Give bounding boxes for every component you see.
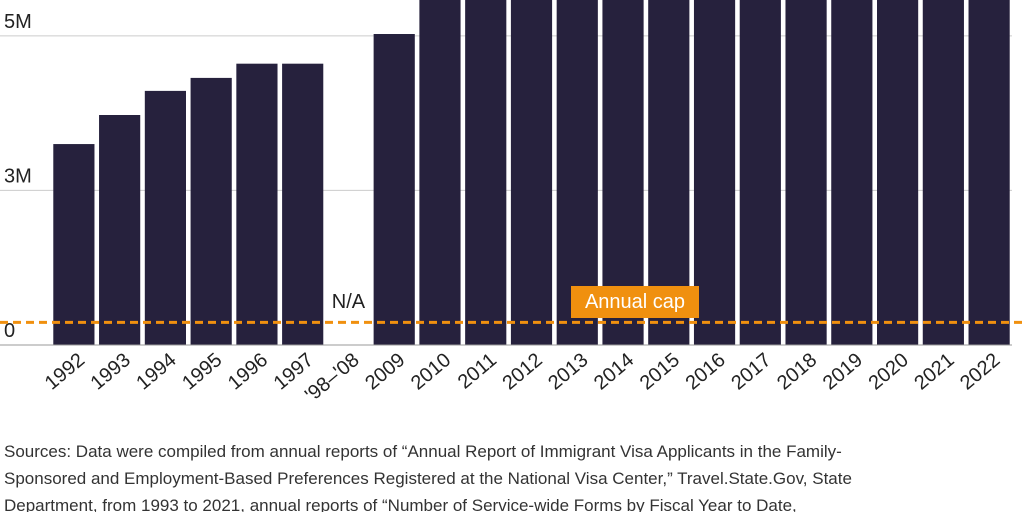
- bar: [99, 115, 141, 345]
- x-tick-label: 1992: [41, 349, 89, 394]
- x-tick-label: 1993: [87, 349, 135, 394]
- x-tick-label: 2021: [910, 349, 958, 394]
- x-tick-label: 1995: [178, 349, 226, 394]
- bar: [53, 144, 95, 345]
- x-tick-label: 2022: [956, 349, 1004, 394]
- cap-label: Annual cap: [585, 291, 685, 313]
- bar: [693, 0, 736, 345]
- y-tick-label: 5M: [4, 11, 32, 33]
- x-tick-label: 2010: [407, 349, 455, 394]
- y-tick-label: 0: [4, 320, 15, 342]
- bar: [144, 90, 186, 345]
- bar: [190, 77, 232, 345]
- bar: [373, 34, 415, 346]
- x-tick-label: 2009: [361, 349, 409, 394]
- x-tick-label: 2016: [682, 349, 730, 394]
- x-tick-label: 1994: [132, 349, 180, 394]
- x-tick-label: 2020: [865, 349, 913, 394]
- bar: [785, 0, 827, 346]
- bar: [236, 63, 278, 345]
- y-tick-label: 3M: [4, 165, 32, 187]
- bar: [968, 0, 1010, 345]
- bar: [465, 0, 507, 346]
- source-note: Sponsored and Employment-Based Preferenc…: [4, 469, 852, 488]
- x-tick-label: 2015: [636, 349, 684, 394]
- x-tick-label: 2017: [727, 349, 775, 394]
- bar: [831, 0, 873, 346]
- x-tick-label: 2012: [498, 349, 546, 394]
- bar: [419, 0, 461, 345]
- na-label: N/A: [332, 291, 366, 313]
- x-tick-label: 2013: [544, 349, 592, 394]
- bar: [282, 63, 324, 345]
- bar: [739, 0, 781, 346]
- x-tick-label: 2018: [773, 349, 821, 394]
- bar: [922, 0, 964, 345]
- cap-label-box: [571, 286, 699, 318]
- bar: [877, 0, 919, 345]
- x-tick-label: 2011: [454, 349, 501, 394]
- x-tick-label: 2019: [819, 349, 867, 394]
- source-note: Sources: Data were compiled from annual …: [4, 442, 842, 461]
- source-note: Department, from 1993 to 2021, annual re…: [4, 496, 797, 512]
- bar: [510, 0, 553, 346]
- x-tick-label: 2014: [590, 349, 638, 394]
- x-tick-label: 1996: [224, 349, 272, 394]
